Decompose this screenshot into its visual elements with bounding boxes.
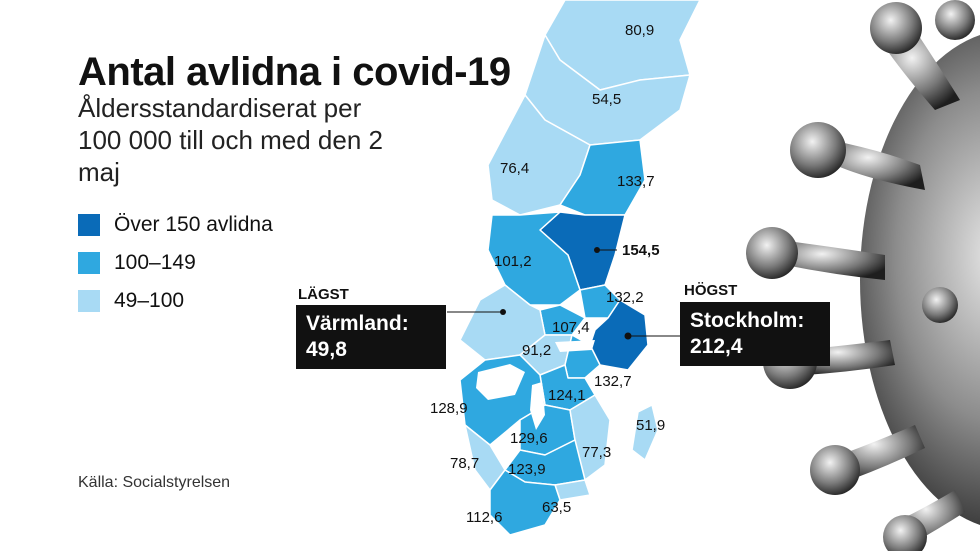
region-value-kalmar: 77,3 bbox=[582, 444, 611, 461]
region-value-sodermanland: 132,7 bbox=[594, 373, 632, 390]
region-value-blekinge: 63,5 bbox=[542, 499, 571, 516]
region-value-jamtland: 76,4 bbox=[500, 160, 529, 177]
region-shape-skane bbox=[489, 469, 561, 536]
region-shape-gotland bbox=[631, 404, 659, 461]
lowest-region-name: Värmland: bbox=[306, 312, 409, 335]
region-value-vasternorrland: 133,7 bbox=[617, 173, 655, 190]
region-value-uppsala: 132,2 bbox=[606, 289, 644, 306]
lowest-callout: Värmland: 49,8 bbox=[296, 305, 446, 369]
highest-tag: HÖGST bbox=[684, 282, 738, 299]
region-value-skane: 112,6 bbox=[466, 509, 502, 526]
region-value-gotland: 51,9 bbox=[636, 417, 665, 434]
chart-subtitle: Åldersstandardiserat per 100 000 till oc… bbox=[78, 93, 383, 187]
highest-region-name: Stockholm: bbox=[690, 309, 805, 332]
region-value-jonkoping: 129,6 bbox=[510, 430, 548, 447]
legend: Över 150 avlidna 100–149 49–100 bbox=[78, 206, 273, 320]
region-shape-stockholm bbox=[589, 299, 649, 371]
region-value-norrbotten: 80,9 bbox=[625, 22, 654, 39]
lake-vattern bbox=[530, 382, 545, 430]
chart-title: Antal avlidna i covid-19 bbox=[78, 50, 511, 94]
legend-item-mid: 100–149 bbox=[78, 244, 273, 282]
legend-item-high: Över 150 avlidna bbox=[78, 206, 273, 244]
legend-label-mid: 100–149 bbox=[114, 251, 196, 274]
highest-value: 212,4 bbox=[690, 335, 743, 358]
gavleborg-marker bbox=[594, 247, 600, 253]
region-value-kronoberg: 123,9 bbox=[508, 461, 546, 478]
region-value-vastmanland: 107,4 bbox=[552, 319, 590, 336]
highest-marker bbox=[624, 332, 632, 340]
lowest-value: 49,8 bbox=[306, 338, 347, 361]
region-value-dalarna: 101,2 bbox=[494, 253, 532, 270]
region-value-orebro: 91,2 bbox=[522, 342, 551, 359]
legend-swatch-high bbox=[78, 214, 100, 236]
lake-malaren bbox=[555, 340, 595, 352]
lowest-tag: LÄGST bbox=[298, 286, 349, 303]
legend-swatch-mid bbox=[78, 252, 100, 274]
legend-item-low: 49–100 bbox=[78, 282, 273, 320]
region-value-gavleborg: 154,5 bbox=[622, 242, 660, 259]
lowest-marker bbox=[500, 309, 506, 315]
lake-vanern bbox=[476, 364, 525, 400]
region-value-halland: 78,7 bbox=[450, 455, 479, 472]
legend-label-low: 49–100 bbox=[114, 289, 185, 312]
region-value-ostergotland: 124,1 bbox=[548, 387, 586, 404]
region-value-vastra-gotaland: 128,9 bbox=[430, 400, 468, 417]
highest-callout: Stockholm: 212,4 bbox=[680, 302, 830, 366]
legend-label-high: Över 150 avlidna bbox=[114, 213, 273, 236]
legend-swatch-low bbox=[78, 290, 100, 312]
region-value-vasterbotten: 54,5 bbox=[592, 91, 621, 108]
source-note: Källa: Socialstyrelsen bbox=[78, 474, 231, 491]
